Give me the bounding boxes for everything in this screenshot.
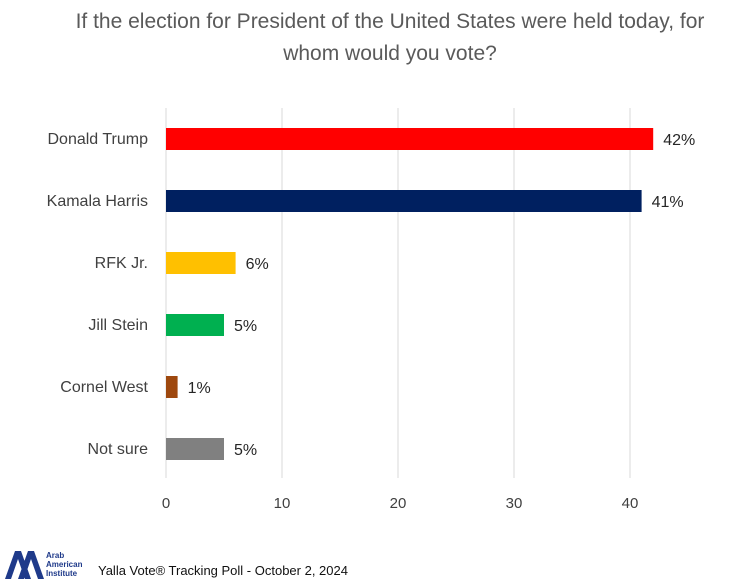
bar [166,190,642,212]
logo-word-3: Institute [46,569,78,578]
logo-letter-a2 [18,551,44,579]
x-tick-label: 30 [506,495,523,512]
data-label: 1% [188,380,211,397]
x-tick-label: 20 [390,495,407,512]
data-label: 6% [246,256,269,273]
category-label: Cornel West [60,379,148,396]
data-label: 5% [234,442,257,459]
category-label: Kamala Harris [47,193,148,210]
bar [166,128,654,150]
x-tick-label: 0 [162,495,170,512]
bar [166,376,178,398]
category-label: Donald Trump [48,131,149,148]
category-label: RFK Jr. [95,255,148,272]
aai-logo: Arab American Institute [5,551,82,579]
bar [166,438,224,460]
data-label: 41% [652,194,684,211]
bar [166,252,236,274]
data-label: 42% [663,132,695,149]
x-tick-label: 40 [622,495,639,512]
category-label: Not sure [88,441,149,458]
x-tick-label: 10 [274,495,291,512]
category-label: Jill Stein [88,317,148,334]
grid-layer [165,108,631,478]
logo-word-2: American [46,560,82,569]
bar [166,314,224,336]
data-label: 5% [234,318,257,335]
footer-caption: Yalla Vote® Tracking Poll - October 2, 2… [98,563,348,578]
bar-layer [166,128,654,460]
logo-word-1: Arab [46,551,64,560]
chart-title: If the election for President of the Uni… [75,10,705,65]
